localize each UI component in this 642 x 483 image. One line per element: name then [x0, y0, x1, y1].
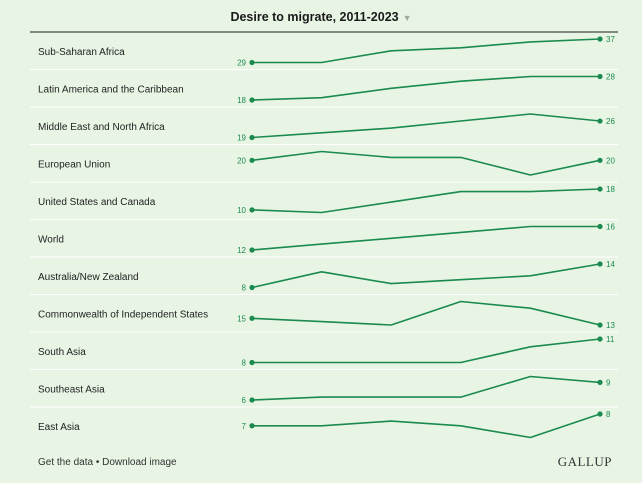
start-value-label: 18: [237, 96, 246, 105]
end-point: [597, 157, 603, 163]
series-line: [251, 225, 600, 251]
start-point: [249, 284, 255, 291]
end-point: [597, 36, 603, 42]
row-label: East Asia: [38, 422, 80, 433]
footer: Get the data • Download image: [38, 457, 177, 468]
start-value-label: 6: [242, 396, 247, 405]
end-value-label: 26: [606, 117, 615, 126]
row-label: Middle East and North Africa: [38, 122, 165, 133]
end-value-label: 9: [606, 378, 611, 387]
series-line: [251, 150, 601, 176]
start-point: [249, 157, 255, 163]
row-label: Commonwealth of Independent States: [38, 309, 208, 320]
start-point: [249, 315, 255, 321]
start-point: [249, 247, 255, 253]
row-label: World: [38, 234, 64, 245]
row-label: Latin America and the Caribbean: [38, 84, 184, 95]
end-point: [597, 223, 603, 230]
end-value-label: 8: [606, 410, 611, 419]
row-label: South Asia: [38, 347, 86, 358]
start-point: [249, 423, 255, 429]
start-point: [249, 59, 255, 66]
end-value-label: 13: [606, 321, 615, 330]
end-point: [597, 322, 603, 328]
start-point: [249, 134, 255, 141]
start-point: [249, 359, 255, 366]
series-line: [251, 113, 601, 139]
end-point: [597, 118, 603, 124]
start-point: [249, 97, 255, 103]
row-label: Sub-Saharan Africa: [38, 47, 125, 58]
series-line: [251, 300, 601, 326]
download-image-link[interactable]: Download image: [102, 457, 177, 468]
end-point: [597, 261, 603, 267]
end-value-label: 14: [606, 260, 615, 269]
end-value-label: 18: [606, 185, 615, 194]
end-value-label: 20: [606, 156, 615, 165]
start-point: [249, 397, 255, 403]
chart-title-bar: Desire to migrate, 2011-2023 ▼: [0, 10, 642, 24]
end-point: [597, 336, 603, 342]
start-value-label: 8: [242, 359, 247, 368]
triangle-down-icon[interactable]: ▼: [402, 13, 412, 23]
row-label: Southeast Asia: [38, 384, 105, 395]
start-point: [249, 207, 255, 213]
row-label: European Union: [38, 159, 110, 170]
end-value-label: 37: [606, 35, 615, 44]
start-value-label: 12: [237, 246, 246, 255]
start-value-label: 15: [237, 314, 246, 323]
footer-separator: •: [95, 457, 100, 468]
get-data-link[interactable]: Get the data: [38, 457, 94, 468]
end-point: [597, 73, 603, 80]
row-label: Australia/New Zealand: [38, 272, 139, 283]
end-point: [597, 379, 603, 385]
end-point: [597, 186, 603, 192]
line-chart: Sub-Saharan Africa 29 37 Latin America and …: [30, 31, 618, 439]
start-value-label: 29: [237, 59, 246, 68]
start-value-label: 19: [237, 134, 246, 143]
start-value-label: 20: [237, 156, 246, 165]
series-line: [251, 75, 600, 101]
end-value-label: 11: [606, 335, 615, 344]
series-line: [251, 188, 601, 214]
end-value-label: 16: [606, 223, 615, 232]
series-line: [251, 375, 601, 401]
chart-title: Desire to migrate, 2011-2023: [230, 10, 399, 24]
series-line: [252, 413, 601, 439]
start-value-label: 8: [242, 284, 247, 293]
series-line: [252, 338, 601, 364]
end-value-label: 28: [606, 73, 615, 82]
start-value-label: 10: [237, 206, 246, 215]
series-line: [251, 263, 601, 289]
gallup-logo: GALLUP: [557, 454, 612, 469]
row-label: United States and Canada: [38, 197, 156, 208]
end-point: [597, 411, 603, 417]
start-value-label: 7: [242, 422, 247, 431]
series-line: [252, 38, 601, 64]
